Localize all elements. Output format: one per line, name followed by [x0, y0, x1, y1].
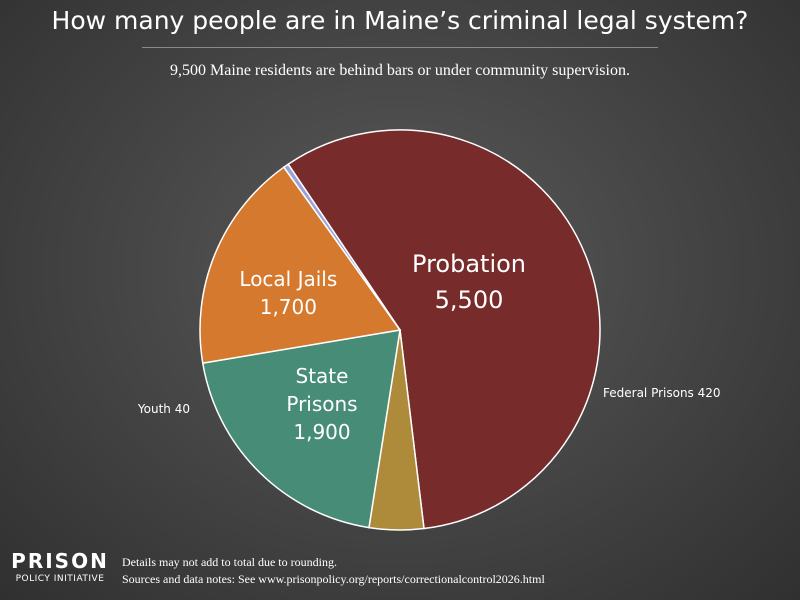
chart-subtitle: 9,500 Maine residents are behind bars or…: [170, 62, 630, 79]
slice-label-state-prisons-name: State: [296, 364, 349, 388]
logo-line-1: PRISON: [11, 549, 109, 573]
slice-label-probation-value: 5,500: [435, 286, 504, 314]
prison-policy-logo: PRISON POLICY INITIATIVE: [10, 550, 110, 586]
slice-label-federal-prisons: Federal Prisons 420: [603, 386, 721, 400]
pie-slice-local-jails: [199, 166, 402, 364]
logo-line-2: POLICY INITIATIVE: [15, 574, 105, 584]
slice-label-local-jails-value: 1,700: [260, 295, 317, 319]
slice-label-probation-name: Probation: [412, 250, 526, 278]
footnote-sources: Sources and data notes: See www.prisonpo…: [122, 572, 545, 586]
pie-slice-probation: [287, 129, 601, 530]
pie-slice-state-prisons: [201, 329, 401, 529]
title-divider: [142, 47, 658, 48]
chart-title: How many people are in Maine’s criminal …: [51, 6, 749, 35]
slice-label-youth: Youth 40: [137, 402, 190, 416]
slice-label-state-prisons-value: 1,900: [293, 420, 350, 444]
pie-slice-youth: [282, 163, 401, 331]
footnotes: Details may not add to total due to roun…: [122, 554, 545, 588]
slice-label-state-prisons-name: Prisons: [286, 392, 357, 416]
footnote-rounding: Details may not add to total due to roun…: [122, 555, 337, 569]
slice-label-local-jails-name: Local Jails: [239, 267, 337, 291]
